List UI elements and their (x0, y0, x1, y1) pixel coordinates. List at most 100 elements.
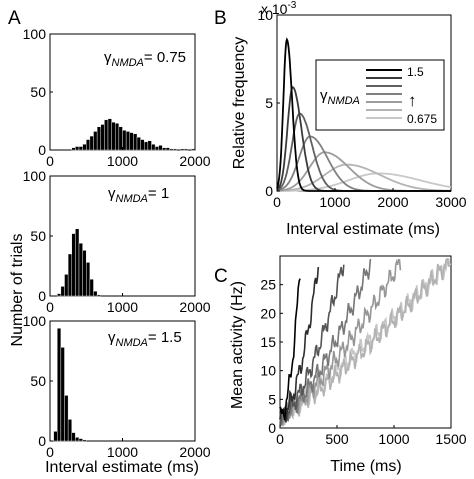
y-tick-label: 0 (38, 142, 46, 158)
activity-trace (279, 267, 320, 423)
histogram-bar (115, 123, 120, 151)
histogram-bar (86, 262, 91, 297)
histogram-bar (129, 132, 134, 151)
y-tick-label: 50 (30, 84, 46, 100)
histogram-bar (136, 137, 141, 151)
histogram-bar (96, 126, 101, 151)
histogram-bar (53, 431, 58, 442)
activity-trace (279, 257, 450, 426)
panel-letter-b: B (214, 8, 227, 29)
histogram-bar (67, 253, 72, 297)
histogram-bar (93, 131, 98, 151)
y-tick-label: 100 (23, 26, 47, 42)
histogram-bar (147, 140, 152, 151)
panel-letter-a: A (8, 8, 21, 29)
panel-b-xlabel: Interval estimate (ms) (286, 221, 440, 238)
histogram-bar (57, 293, 62, 297)
x-tick-label: 0 (273, 194, 281, 210)
legend-symbol: γ (320, 87, 328, 104)
histogram-bar (75, 437, 80, 442)
histogram-bar (71, 432, 76, 442)
histogram-bar (107, 118, 112, 151)
panel-letter-c: C (214, 266, 228, 287)
histogram-bar (78, 146, 83, 151)
gamma-value: = 0.75 (144, 49, 186, 66)
gamma-annotation: γNMDA= 1.5 (108, 329, 182, 349)
x-tick-label: 0 (46, 299, 54, 315)
activity-trace (279, 278, 301, 421)
y-tick-label: 10 (260, 363, 276, 379)
y-tick-label: 5 (265, 95, 273, 111)
histogram-bar (82, 143, 87, 151)
histogram-bar (154, 146, 159, 151)
histogram-bar (64, 395, 69, 442)
x-tick-label: 3000 (435, 194, 466, 210)
x-tick-label: 1000 (107, 299, 138, 315)
histogram-bar (89, 135, 94, 151)
gamma-value: = 1.5 (148, 329, 182, 346)
x-tick-label: 1000 (319, 194, 350, 210)
gamma-symbol: γ (108, 185, 116, 202)
panel-b-ylabel: Relative frequency (231, 37, 248, 170)
histogram-bar (89, 279, 94, 297)
histogram-bar (100, 124, 105, 151)
histogram-bar (180, 148, 185, 151)
activity-trace (279, 264, 345, 426)
panel-c-ylabel: Mean activity (Hz) (229, 281, 246, 409)
x-tick-label: 1000 (107, 153, 138, 169)
histogram-bar (104, 119, 109, 151)
gamma-value: = 1 (148, 185, 169, 202)
histogram-gamma-1: 0 1000 2000 0 50 100 γNMDA= 1 (23, 168, 211, 315)
legend-subscript: NMDA (328, 95, 360, 107)
histogram-gamma-0-75: 0 1000 2000 0 50 100 γNMDA= 0.75 (23, 26, 211, 169)
panel-a-ylabel: Number of trials (9, 234, 26, 347)
gamma-symbol: γ (108, 329, 116, 346)
histogram-bar (57, 328, 62, 442)
histogram-bar (75, 146, 80, 151)
y-tick-label: 15 (260, 334, 276, 350)
histogram-bar (165, 147, 170, 151)
y-tick-label: 0 (265, 183, 273, 199)
scale-exponent: -3 (287, 0, 296, 11)
legend-top-value: 1.5 (407, 65, 424, 79)
histogram-bar (140, 139, 145, 151)
histogram-bar (118, 126, 123, 151)
y-tick-label: 25 (260, 277, 276, 293)
gamma-subscript: NMDA (116, 337, 148, 349)
legend-bottom-value: 0.675 (407, 112, 437, 126)
histogram-bar (78, 242, 83, 297)
mean-activity-plot: 0 500 1000 1500 0 5 10 15 20 25 Mean activity (Hz… (229, 255, 467, 475)
panel-c-xlabel: Time (ms) (330, 458, 401, 475)
histogram-bar (144, 141, 149, 151)
histogram-bar (173, 148, 178, 151)
histogram-bar (67, 419, 72, 442)
x-tick-label: 2000 (179, 299, 210, 315)
histogram-bar (82, 250, 87, 297)
y-tick-label: 20 (260, 305, 276, 321)
x-tick-label: 500 (325, 431, 349, 447)
y-tick-label: 5 (268, 391, 276, 407)
legend-gamma: γNMDA (320, 87, 360, 107)
y-tick-label: 100 (23, 168, 47, 184)
histogram-bar (93, 291, 98, 297)
y-tick-label: 0 (38, 433, 46, 449)
y-tick-label: 0 (38, 288, 46, 304)
histogram-bar (64, 274, 69, 297)
histogram-bar (71, 233, 76, 297)
x-tick-label: 2000 (179, 444, 210, 460)
y-tick-label: 0 (268, 420, 276, 436)
x-tick-label: 1000 (107, 444, 138, 460)
histogram-bar (71, 147, 76, 151)
histogram-bar (162, 147, 167, 151)
histogram-bar (78, 438, 83, 442)
histogram-bar (133, 133, 138, 151)
histogram-gamma-1-5: 0 1000 2000 0 50 100 γNMDA= 1.5 (23, 313, 211, 460)
y-tick-label: 50 (30, 228, 46, 244)
histogram-bar (158, 145, 163, 151)
legend: γNMDA 1.5 ↑ 0.675 (315, 59, 445, 131)
legend-arrow: ↑ (408, 91, 417, 110)
frequency-curve (277, 151, 451, 192)
histogram-bar (60, 347, 65, 442)
x-tick-label: 0 (46, 153, 54, 169)
x-tick-label: 2000 (179, 153, 210, 169)
